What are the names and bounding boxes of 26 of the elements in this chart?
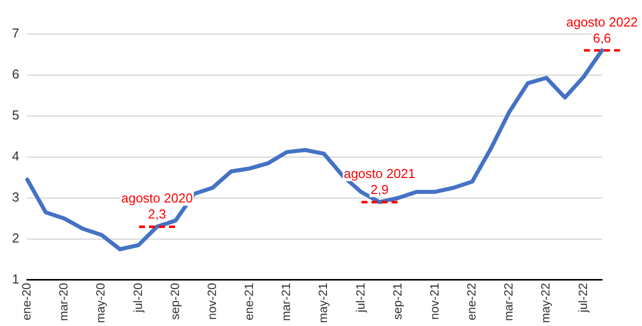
- y-tick-label: 1: [12, 272, 20, 287]
- y-tick-label: 3: [12, 190, 20, 205]
- x-tick-label: jul-22: [576, 282, 590, 314]
- annotation: agosto 2021 2,9: [344, 166, 416, 198]
- x-tick-label: jul-21: [353, 282, 368, 314]
- x-tick-label: nov-20: [204, 282, 219, 320]
- x-tick-label: mar-20: [56, 282, 71, 321]
- y-tick-label: 6: [12, 66, 20, 82]
- y-tick-label: 7: [12, 26, 20, 41]
- x-tick-label: may-20: [94, 282, 108, 323]
- x-tick-label: nov-21: [427, 282, 442, 320]
- x-tick-label: jul-20: [130, 282, 145, 314]
- y-tick-label: 5: [12, 108, 20, 123]
- annotation: agosto 2020 2,3: [121, 190, 193, 222]
- x-tick-label: ene-22: [464, 282, 479, 320]
- x-tick-label: sep-20: [168, 282, 182, 320]
- y-tick-label: 4: [12, 148, 20, 164]
- y-tick-label: 2: [12, 230, 20, 246]
- x-tick-label: ene-21: [242, 282, 256, 320]
- x-tick-label: may-21: [316, 282, 330, 323]
- x-tick-label: may-22: [538, 282, 553, 323]
- x-tick-label: sep-21: [390, 282, 404, 320]
- x-tick-label: mar-21: [279, 282, 294, 321]
- x-tick-label: ene-20: [20, 282, 34, 320]
- x-tick-label: mar-22: [502, 282, 516, 321]
- annotation: agosto 2022 6,6: [566, 14, 638, 46]
